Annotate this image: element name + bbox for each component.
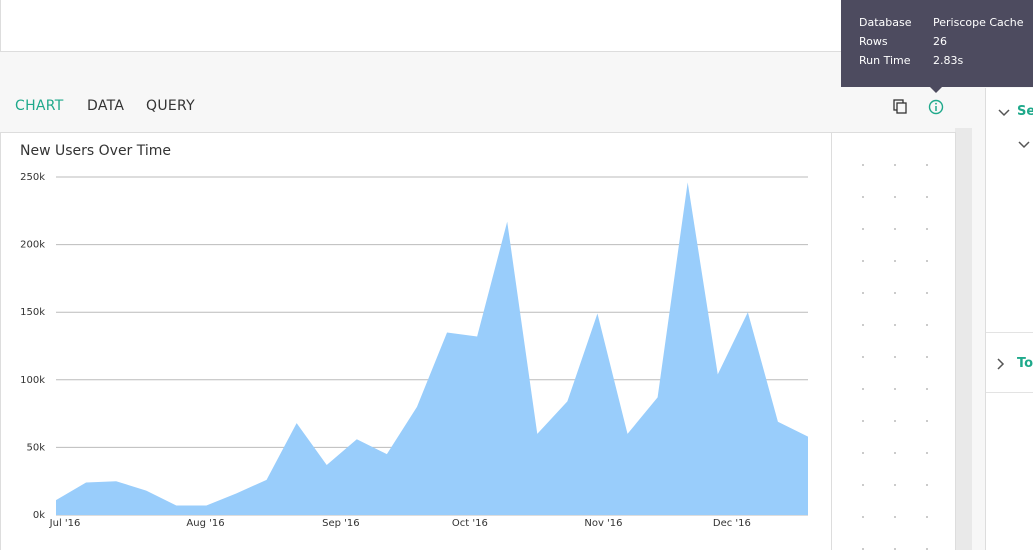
grid-dot	[926, 420, 928, 422]
grid-dot	[926, 228, 928, 230]
grid-dot	[894, 356, 896, 358]
sidebar: Se To	[985, 88, 1033, 550]
tooltip-key: Database	[859, 16, 912, 29]
divider	[955, 128, 972, 550]
copy-icon[interactable]	[893, 99, 909, 115]
grid-dot	[894, 260, 896, 262]
grid-dot	[894, 324, 896, 326]
grid-dot	[862, 196, 864, 198]
tooltip: Database Periscope Cache Rows 26 Run Tim…	[841, 0, 1033, 87]
grid-dot	[926, 292, 928, 294]
x-tick-label: Dec '16	[713, 518, 751, 529]
tab[interactable]: CHART	[15, 98, 64, 114]
grid-dot	[926, 196, 928, 198]
grid-dot	[894, 452, 896, 454]
grid-dot	[894, 388, 896, 390]
grid-dot	[862, 388, 864, 390]
tab[interactable]: DATA	[87, 98, 125, 114]
grid-dot	[894, 228, 896, 230]
grid-dot	[894, 292, 896, 294]
grid-dot	[926, 516, 928, 518]
x-tick-label: Jul '16	[49, 518, 81, 529]
grid-dot	[926, 452, 928, 454]
tooltip-key: Rows	[859, 35, 888, 48]
y-tick-label: 0k	[33, 510, 45, 521]
grid-dot	[894, 484, 896, 486]
grid-dot	[862, 164, 864, 166]
y-tick-label: 100k	[20, 375, 45, 386]
grid-dot	[894, 420, 896, 422]
x-tick-label: Nov '16	[584, 518, 622, 529]
sidebar-section[interactable]: To	[1017, 356, 1033, 371]
grid-dot	[862, 324, 864, 326]
chart-card: New Users Over Time 0k 50k 100k 150k 200k 250…	[0, 132, 956, 550]
grid-dot	[862, 292, 864, 294]
y-tick-label: 200k	[20, 240, 45, 251]
info-icon[interactable]	[928, 99, 944, 115]
sidebar-section[interactable]: Se	[1017, 104, 1033, 119]
grid-dot	[926, 324, 928, 326]
tooltip-arrow	[929, 86, 943, 93]
y-tick-label: 250k	[20, 172, 45, 183]
grid-dot	[862, 452, 864, 454]
tooltip-value: 26	[933, 35, 947, 48]
grid-dot	[926, 388, 928, 390]
grid-dot	[862, 484, 864, 486]
grid-dot	[894, 516, 896, 518]
x-tick-label: Aug '16	[186, 518, 224, 529]
y-tick-label: 50k	[26, 442, 45, 453]
chart-title: New Users Over Time	[20, 143, 171, 159]
grid-dot	[862, 420, 864, 422]
grid-dot	[862, 356, 864, 358]
tooltip-key: Run Time	[859, 54, 911, 67]
tooltip-value: 2.83s	[933, 54, 964, 67]
grid-dot	[862, 516, 864, 518]
grid-dot	[862, 260, 864, 262]
y-tick-label: 150k	[20, 307, 45, 318]
grid-dot	[926, 484, 928, 486]
grid-dot	[894, 164, 896, 166]
grid-dot	[894, 196, 896, 198]
grid-dot	[862, 228, 864, 230]
area	[56, 182, 808, 515]
tab[interactable]: QUERY	[146, 98, 195, 114]
x-tick-label: Oct '16	[452, 518, 488, 529]
grid-dot	[926, 260, 928, 262]
grid-dot	[926, 164, 928, 166]
grid-dot	[926, 356, 928, 358]
x-tick-label: Sep '16	[322, 518, 360, 529]
tooltip-value: Periscope Cache	[933, 16, 1024, 29]
